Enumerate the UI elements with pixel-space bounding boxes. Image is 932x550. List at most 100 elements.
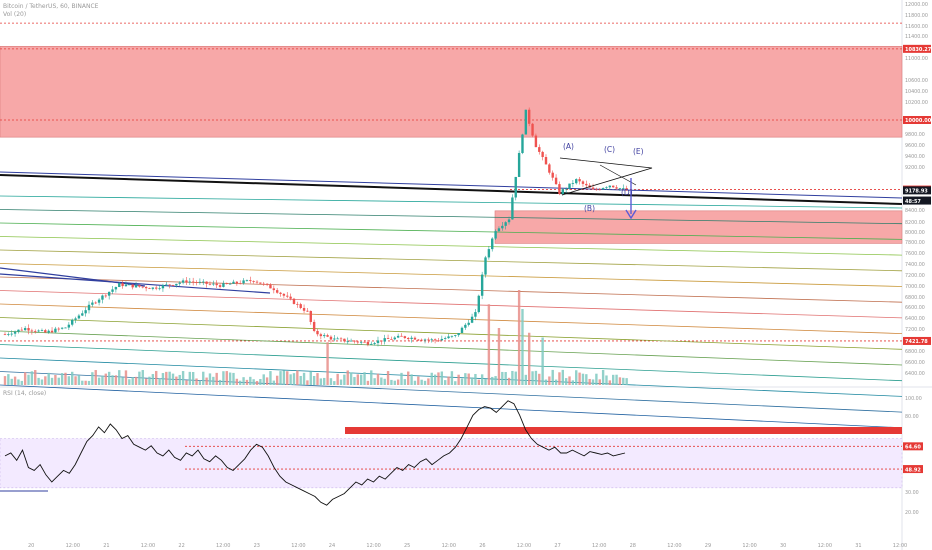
rsi-level-box bbox=[903, 465, 923, 474]
candle-body bbox=[511, 197, 514, 220]
time-axis-tick: 12:00 bbox=[818, 543, 832, 549]
volume-bar bbox=[222, 371, 225, 385]
candle-body bbox=[198, 281, 202, 283]
volume-bar bbox=[554, 379, 558, 385]
volume-bar bbox=[390, 379, 393, 385]
candle-body bbox=[595, 189, 598, 191]
volume-bar bbox=[541, 337, 544, 385]
volume-bar bbox=[114, 375, 118, 385]
candle-body bbox=[440, 338, 444, 341]
wave-label: (E) bbox=[633, 147, 644, 156]
volume-bar bbox=[235, 378, 239, 385]
volume-bar bbox=[50, 377, 54, 385]
volume-bar bbox=[94, 370, 97, 385]
price-label-box bbox=[903, 336, 931, 345]
candle-body bbox=[81, 313, 84, 316]
candle-body bbox=[524, 109, 528, 135]
volume-bar bbox=[312, 375, 316, 385]
candle-body bbox=[393, 337, 396, 340]
price-axis-tick: 11000.00 bbox=[905, 56, 928, 62]
rsi-axis-tick: 30.00 bbox=[905, 490, 919, 496]
volume-bar bbox=[316, 373, 319, 385]
candle-body bbox=[538, 147, 541, 152]
volume-bar bbox=[430, 372, 433, 385]
volume-bar bbox=[531, 371, 534, 385]
volume-bar bbox=[464, 373, 467, 385]
volume-bar bbox=[212, 376, 215, 385]
candle-body bbox=[265, 283, 269, 285]
volume-bar bbox=[585, 374, 588, 385]
wave-label: (D) bbox=[621, 188, 633, 197]
time-axis-tick: 22 bbox=[178, 543, 184, 549]
candle-body bbox=[366, 341, 370, 345]
price-label: 7421.78 bbox=[905, 339, 928, 345]
candle-body bbox=[47, 330, 50, 333]
volume-bar bbox=[128, 379, 131, 385]
candle-body bbox=[121, 283, 124, 287]
candle-body bbox=[622, 188, 625, 189]
candle-body bbox=[144, 286, 148, 289]
candle-body bbox=[13, 331, 17, 334]
volume-bar bbox=[40, 379, 44, 385]
time-axis-tick: 12:00 bbox=[442, 543, 456, 549]
time-axis-tick: 29 bbox=[705, 543, 711, 549]
volume-bar bbox=[84, 380, 87, 385]
volume-bar bbox=[497, 328, 501, 385]
candle-body bbox=[618, 188, 622, 190]
volume-bar bbox=[393, 380, 396, 385]
candle-body bbox=[191, 281, 195, 283]
volume-bar bbox=[64, 372, 67, 385]
candle-body bbox=[64, 327, 67, 329]
candle-body bbox=[531, 123, 534, 136]
volume-bar bbox=[155, 370, 158, 385]
volume-bar bbox=[198, 380, 202, 385]
candle-body bbox=[501, 225, 504, 229]
candle-body bbox=[494, 231, 497, 239]
candle-body bbox=[349, 340, 353, 342]
volume-bar bbox=[514, 371, 517, 385]
volume-bar bbox=[346, 370, 349, 385]
volume-bar bbox=[134, 376, 138, 385]
candle-body bbox=[396, 335, 400, 338]
candle-body bbox=[84, 310, 87, 314]
candle-body bbox=[380, 340, 383, 342]
volume-bar bbox=[215, 372, 218, 385]
volume-bar bbox=[484, 378, 487, 385]
time-axis-tick: 26 bbox=[479, 543, 485, 549]
candle-body bbox=[548, 164, 551, 173]
candle-body bbox=[165, 284, 168, 286]
candle-body bbox=[544, 157, 548, 165]
candle-body bbox=[333, 338, 336, 340]
trend-fan-line bbox=[0, 384, 903, 429]
volume-bar bbox=[178, 374, 181, 385]
trend-fan-line bbox=[0, 290, 903, 319]
time-axis-tick: 12:00 bbox=[893, 543, 907, 549]
candle-body bbox=[417, 339, 420, 341]
volume-bar bbox=[124, 370, 128, 385]
volume-bar bbox=[158, 378, 161, 385]
volume-bar bbox=[622, 377, 625, 385]
price-axis-tick: 10200.00 bbox=[905, 100, 928, 106]
time-axis-tick: 27 bbox=[554, 543, 560, 549]
candle-body bbox=[111, 289, 114, 292]
volume-bar bbox=[252, 379, 255, 385]
volume-bar bbox=[548, 376, 551, 385]
price-axis-tick: 7200.00 bbox=[905, 273, 925, 279]
candle-body bbox=[188, 281, 192, 283]
volume-bar bbox=[17, 379, 20, 385]
candle-body bbox=[175, 283, 178, 286]
candle-body bbox=[343, 338, 346, 342]
candle-body bbox=[383, 338, 386, 342]
time-axis-tick: 23 bbox=[254, 543, 260, 549]
volume-bar bbox=[588, 378, 591, 385]
candle-body bbox=[124, 284, 128, 287]
candle-body bbox=[477, 295, 480, 313]
candle-body bbox=[104, 295, 108, 297]
volume-bar bbox=[339, 379, 343, 385]
volume-bar bbox=[396, 379, 400, 385]
candle-body bbox=[148, 288, 151, 290]
volume-bar bbox=[333, 381, 336, 385]
wave-label: (C) bbox=[604, 145, 615, 154]
volume-bar bbox=[480, 374, 484, 385]
